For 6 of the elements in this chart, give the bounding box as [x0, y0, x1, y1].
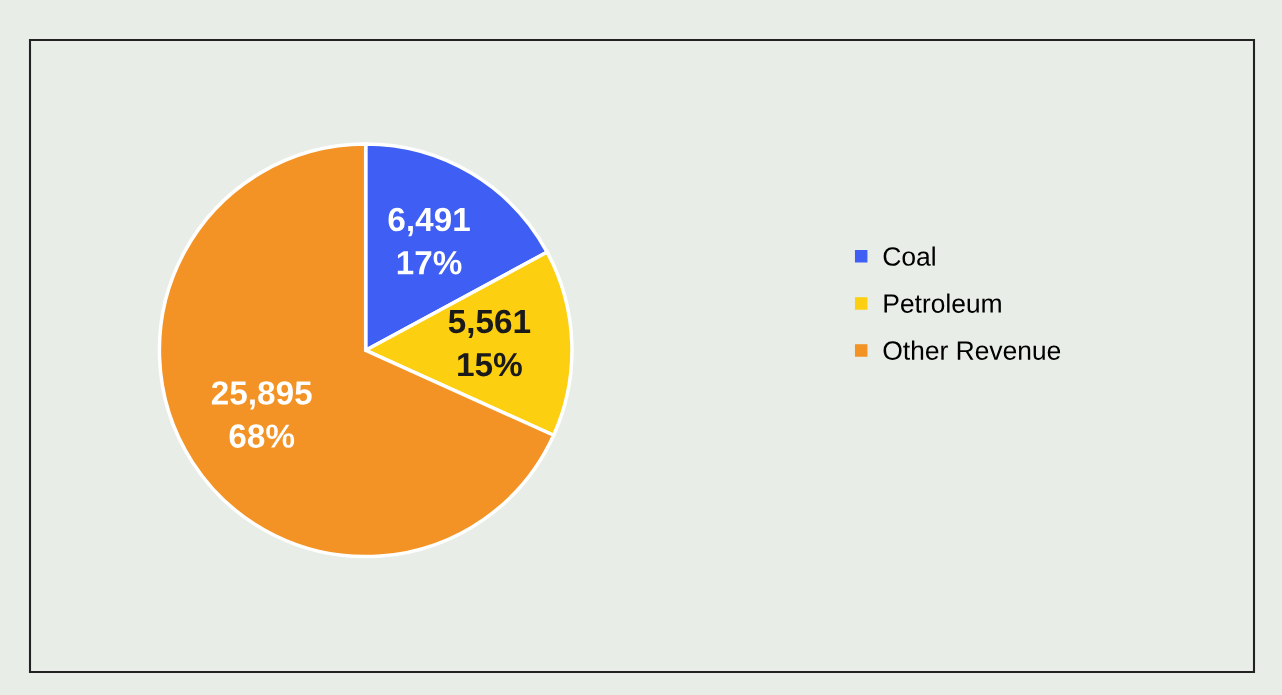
- data-label: 6,491 17%: [388, 207, 470, 275]
- legend-label: Other Revenue: [883, 340, 1061, 360]
- legend-label: Petroleum: [884, 293, 1001, 313]
- legend-label: Coal: [883, 246, 935, 266]
- data-label: 5,561 15%: [448, 309, 531, 377]
- data-label: 25,895 68%: [211, 381, 312, 448]
